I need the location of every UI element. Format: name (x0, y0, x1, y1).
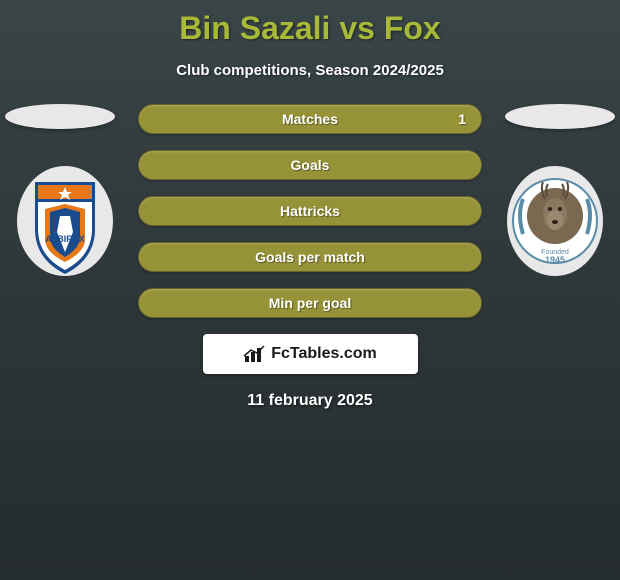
stat-label: Min per goal (269, 295, 351, 311)
right-club-badge: Founded 1945 (505, 164, 605, 279)
deer-club-badge-icon: Founded 1945 (505, 164, 605, 279)
stat-row-hattricks: Hattricks (138, 196, 482, 226)
left-club-badge: ALBIREX (15, 164, 115, 279)
subtitle: Club competitions, Season 2024/2025 (0, 62, 620, 79)
bar-chart-icon (243, 344, 267, 364)
stats-area: ALBIREX Founded 1945 Matches 1 Goals (0, 104, 620, 410)
stat-label: Hattricks (280, 203, 340, 219)
stat-row-matches: Matches 1 (138, 104, 482, 134)
stat-value-right: 1 (458, 111, 466, 127)
svg-text:1945: 1945 (545, 255, 565, 265)
stat-label: Matches (282, 111, 338, 127)
logo-text: FcTables.com (271, 345, 377, 363)
date-text: 11 february 2025 (0, 392, 620, 410)
stat-label: Goals per match (255, 249, 365, 265)
right-player-oval (505, 104, 615, 129)
stat-row-goals: Goals (138, 150, 482, 180)
left-player-oval (5, 104, 115, 129)
stat-row-min-per-goal: Min per goal (138, 288, 482, 318)
svg-text:ALBIREX: ALBIREX (45, 234, 85, 244)
fctables-logo-box[interactable]: FcTables.com (203, 334, 418, 374)
page-title: Bin Sazali vs Fox (0, 0, 620, 47)
stat-rows-container: Matches 1 Goals Hattricks Goals per matc… (138, 104, 482, 318)
albirex-badge-icon: ALBIREX (15, 164, 115, 279)
stat-label: Goals (291, 157, 330, 173)
stat-row-goals-per-match: Goals per match (138, 242, 482, 272)
